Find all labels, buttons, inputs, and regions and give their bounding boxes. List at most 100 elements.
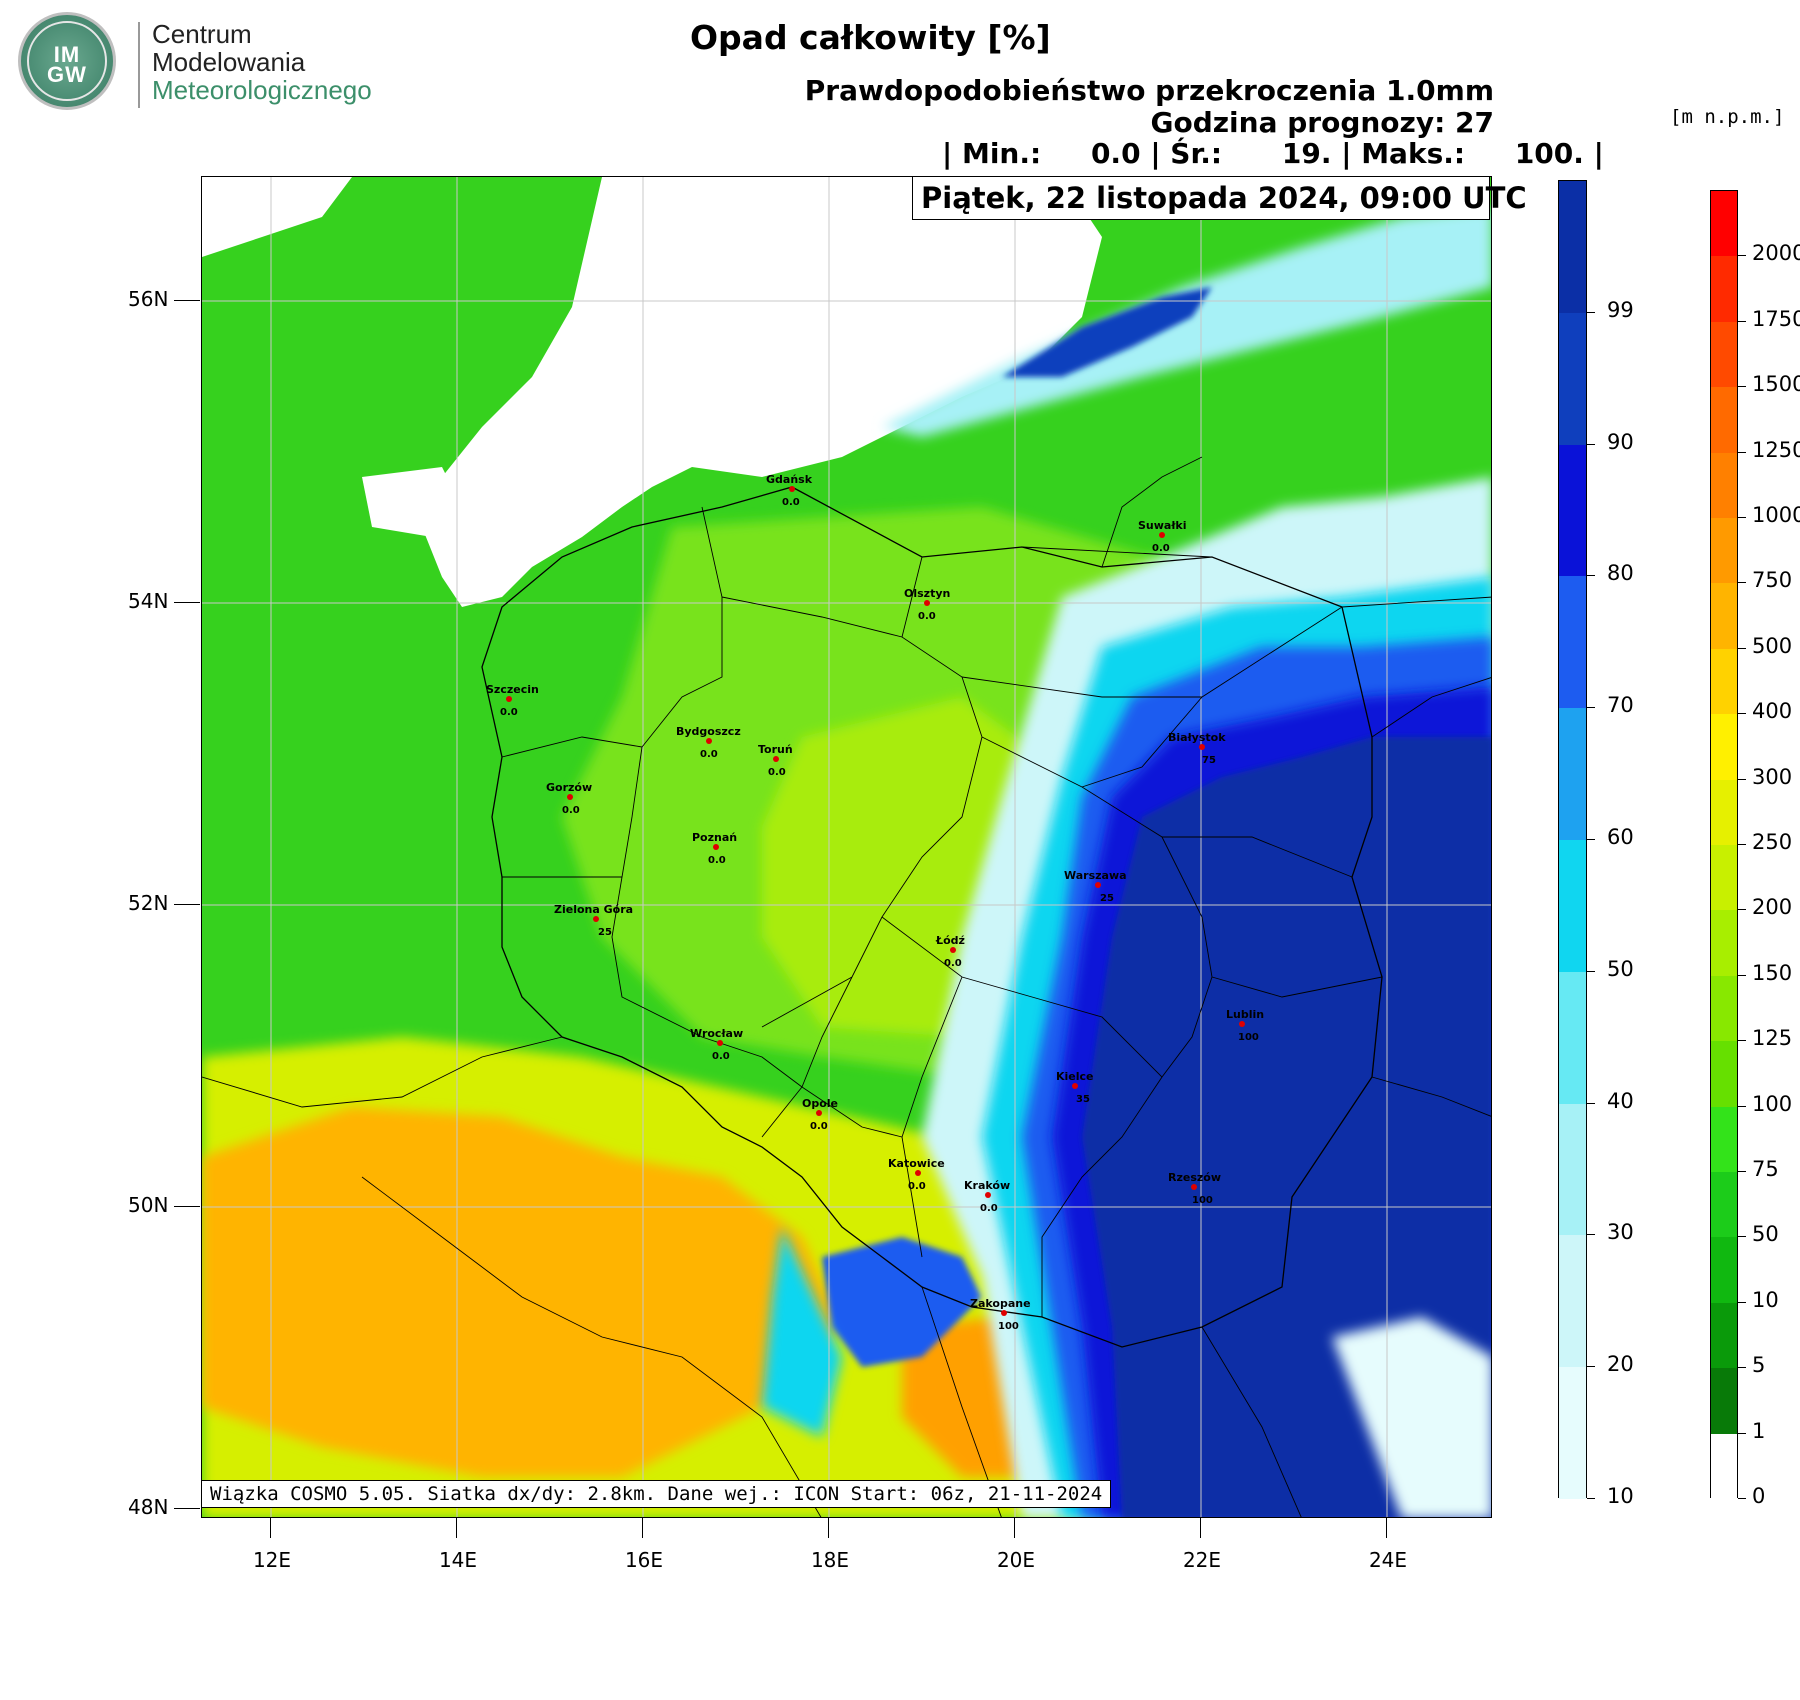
poland-border: [481, 486, 1383, 1348]
probability-colorbar-tick: [1587, 1366, 1595, 1368]
probability-colorbar-tick: [1587, 707, 1595, 709]
city-zielona-gora: Zielona Góra 25: [554, 903, 633, 938]
elevation-colorbar-label: 1500: [1752, 372, 1800, 397]
svg-text:0.0: 0.0: [768, 767, 786, 778]
elevation-colorbar-tick: [1738, 1367, 1746, 1369]
elevation-colorbar-tick: [1738, 255, 1746, 257]
elevation-colorbar-tick: [1738, 451, 1746, 453]
elevation-colorbar-tick: [1738, 1040, 1746, 1042]
elevation-colorbar-swatch: [1711, 845, 1737, 911]
city-warszawa: Warszawa 25: [1064, 869, 1127, 904]
lon-label-18: 18E: [810, 1548, 850, 1572]
elevation-colorbar-label: 2000: [1752, 241, 1800, 266]
probability-colorbar-tick: [1587, 1234, 1595, 1236]
probability-colorbar-swatch: [1559, 444, 1586, 577]
elevation-colorbar-tick: [1738, 713, 1746, 715]
elevation-colorbar-swatch: [1711, 975, 1737, 1042]
carpathian-lightblue: [762, 1227, 842, 1437]
svg-text:Poznań: Poznań: [692, 831, 737, 844]
elevation-colorbar-tick: [1738, 974, 1746, 976]
elevation-colorbar-tick: [1738, 778, 1746, 780]
svg-text:0.0: 0.0: [708, 855, 726, 866]
baltic-sea: [422, 177, 1102, 607]
borders: [202, 456, 1491, 1517]
lon-label-14: 14E: [438, 1548, 478, 1572]
elevation-colorbar-label: 250: [1752, 830, 1793, 854]
svg-text:Gdańsk: Gdańsk: [766, 473, 813, 486]
probability-colorbar-tick: [1587, 1498, 1595, 1499]
svg-text:100: 100: [1192, 1195, 1213, 1206]
svg-text:Bydgoszcz: Bydgoszcz: [676, 725, 741, 738]
probability-colorbar: [1558, 180, 1587, 1500]
elevation-colorbar-swatch: [1711, 910, 1737, 977]
elevation-colorbar-swatch: [1711, 648, 1737, 715]
lat-label-48: 48N: [128, 1495, 169, 1519]
elevation-colorbar-label: 500: [1752, 633, 1793, 658]
probability-colorbar-swatch: [1559, 181, 1586, 314]
city-zakopane: Zakopane 100: [970, 1297, 1031, 1332]
lon-label-12: 12E: [252, 1548, 292, 1572]
svg-text:0.0: 0.0: [700, 749, 718, 760]
logo-line-2: Modelowania: [152, 47, 306, 77]
city-opole: Opole 0.0: [802, 1097, 838, 1132]
probability-colorbar-swatch: [1559, 971, 1586, 1105]
lon-label-20: 20E: [996, 1548, 1036, 1572]
voivodeship-lines: [501, 506, 1383, 1317]
svg-text:Kielce: Kielce: [1056, 1070, 1094, 1083]
elevation-colorbar: [1710, 190, 1738, 1500]
stats-min-label: | Min.:: [942, 137, 1042, 170]
svg-text:Gorzów: Gorzów: [546, 781, 592, 794]
elevation-colorbar-tick: [1738, 517, 1746, 518]
svg-text:Suwałki: Suwałki: [1138, 519, 1187, 532]
lon-label-22: 22E: [1182, 1548, 1222, 1572]
elevation-colorbar-swatch: [1711, 1302, 1737, 1369]
lat-label-52: 52N: [128, 891, 169, 915]
probability-colorbar-label: 20: [1607, 1352, 1634, 1377]
city-gdansk: Gdańsk 0.0: [766, 473, 813, 508]
probability-colorbar-tick: [1587, 575, 1595, 577]
svg-text:0.0: 0.0: [500, 707, 518, 718]
elevation-colorbar-label: 50: [1752, 1222, 1779, 1247]
lat-tick-54: [174, 602, 200, 603]
stats-max-label: | Maks.:: [1341, 137, 1466, 170]
city-lodz: Łódź 0.0: [935, 934, 965, 969]
elevation-unit-label: [m n.p.m.]: [1670, 106, 1785, 128]
probability-colorbar-swatch: [1559, 576, 1586, 709]
svg-text:Warszawa: Warszawa: [1064, 869, 1127, 882]
sea-north-west: [202, 177, 352, 257]
east-navy: [1082, 737, 1491, 1517]
elevation-colorbar-swatch: [1711, 714, 1737, 781]
map-canvas: Gdańsk 0.0 Suwałki 0.0 Olsztyn 0.0 Szcze…: [202, 177, 1491, 1517]
svg-text:Olsztyn: Olsztyn: [904, 587, 950, 600]
elevation-colorbar-label: 100: [1752, 1091, 1793, 1116]
lon-tick-14: [456, 1518, 457, 1538]
probability-colorbar-tick: [1587, 970, 1595, 972]
svg-text:0.0: 0.0: [810, 1121, 828, 1132]
elevation-colorbar-swatch: [1711, 1368, 1737, 1435]
elevation-colorbar-tick: [1738, 1498, 1746, 1499]
svg-text:100: 100: [1238, 1032, 1259, 1043]
lat-label-50: 50N: [128, 1193, 169, 1217]
baltic-cyan-band: [882, 207, 1491, 437]
elevation-colorbar-tick: [1738, 320, 1746, 322]
logo-text: Centrum Modelowania Meteorologicznego: [152, 20, 372, 104]
svg-text:Wrocław: Wrocław: [690, 1027, 743, 1040]
stats-end: |: [1593, 137, 1604, 170]
imgw-logo: IM GW Centrum Modelowania Meteorologiczne…: [10, 10, 380, 110]
elevation-colorbar-swatch: [1711, 387, 1737, 454]
elevation-colorbar-label: 1000: [1752, 503, 1800, 527]
city-bydgoszcz: Bydgoszcz 0.0: [676, 725, 741, 760]
elevation-colorbar-swatch: [1711, 1041, 1737, 1108]
logo-divider: [138, 22, 140, 108]
lat-tick-48: [174, 1508, 200, 1509]
stats-min-value: 0.0: [1090, 137, 1141, 170]
svg-text:Zakopane: Zakopane: [970, 1297, 1031, 1310]
probability-colorbar-swatch: [1559, 1235, 1586, 1368]
baltic-blue-band: [1002, 287, 1212, 377]
model-info-box: Wiązka COSMO 5.05. Siatka dx/dy: 2.8km. …: [201, 1480, 1112, 1508]
svg-text:0.0: 0.0: [782, 497, 800, 508]
svg-text:Szczecin: Szczecin: [486, 683, 539, 696]
stats-mean-label: | Śr.:: [1150, 137, 1223, 170]
probability-colorbar-label: 99: [1607, 297, 1634, 322]
lon-tick-20: [1014, 1518, 1015, 1538]
